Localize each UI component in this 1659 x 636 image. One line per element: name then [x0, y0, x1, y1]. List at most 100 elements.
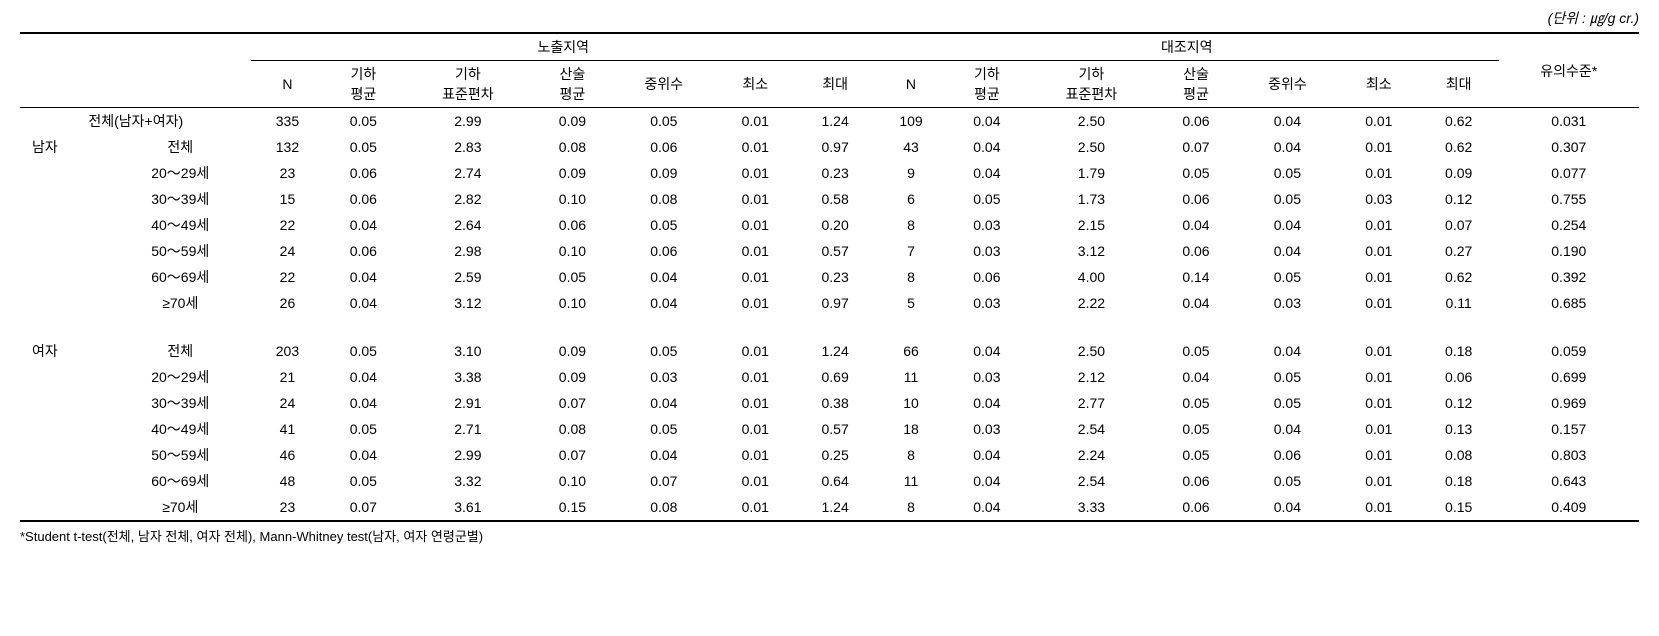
- data-cell: 0.09: [532, 364, 612, 390]
- table-row: 여자전체2030.053.100.090.050.011.24660.042.5…: [20, 338, 1639, 364]
- data-cell: 2.74: [403, 160, 532, 186]
- data-cell: 2.15: [1027, 212, 1156, 238]
- data-cell: 0.01: [715, 416, 795, 442]
- data-cell: 0.27: [1419, 238, 1499, 264]
- data-cell: 0.05: [612, 416, 715, 442]
- data-cell: 0.05: [323, 134, 403, 160]
- data-cell: 0.04: [612, 290, 715, 316]
- data-cell: 0.01: [1339, 416, 1419, 442]
- data-cell: 0.06: [612, 238, 715, 264]
- data-cell: 0.97: [795, 134, 875, 160]
- data-cell: 24: [251, 238, 323, 264]
- data-cell: 0.05: [1156, 442, 1236, 468]
- data-cell: 22: [251, 264, 323, 290]
- data-cell: 0.06: [947, 264, 1027, 290]
- data-cell: 203: [251, 338, 323, 364]
- data-cell: 0.01: [715, 264, 795, 290]
- sig-cell: 0.699: [1499, 364, 1639, 390]
- table-row: [20, 316, 1639, 338]
- data-cell: 0.58: [795, 186, 875, 212]
- data-cell: 0.06: [1156, 186, 1236, 212]
- data-cell: 0.18: [1419, 338, 1499, 364]
- data-cell: 0.07: [532, 442, 612, 468]
- data-cell: 4.00: [1027, 264, 1156, 290]
- table-row: 전체(남자+여자)3350.052.990.090.050.011.241090…: [20, 108, 1639, 135]
- data-cell: 0.97: [795, 290, 875, 316]
- col-g2-2: 기하표준편차: [1027, 61, 1156, 108]
- data-cell: 0.07: [612, 468, 715, 494]
- data-cell: 22: [251, 212, 323, 238]
- row-group-label: 여자: [20, 338, 109, 364]
- data-cell: 0.01: [1339, 134, 1419, 160]
- sig-cell: 0.409: [1499, 494, 1639, 521]
- row-sub-label: 20～29세: [109, 160, 251, 186]
- data-cell: 48: [251, 468, 323, 494]
- data-cell: 0.07: [1419, 212, 1499, 238]
- data-cell: 0.05: [947, 186, 1027, 212]
- data-cell: 8: [875, 442, 947, 468]
- data-cell: 0.06: [1156, 238, 1236, 264]
- data-cell: 8: [875, 212, 947, 238]
- row-group-label: [20, 416, 109, 442]
- data-cell: 8: [875, 494, 947, 521]
- col-g2-6: 최대: [1419, 61, 1499, 108]
- data-cell: 0.01: [1339, 108, 1419, 135]
- data-cell: 2.50: [1027, 134, 1156, 160]
- row-group-label: [20, 212, 109, 238]
- data-cell: 0.20: [795, 212, 875, 238]
- data-cell: 24: [251, 390, 323, 416]
- stub-header: [20, 33, 251, 108]
- data-cell: 0.10: [532, 186, 612, 212]
- data-cell: 0.03: [947, 290, 1027, 316]
- data-cell: 0.03: [612, 364, 715, 390]
- data-cell: 0.05: [612, 108, 715, 135]
- data-cell: 8: [875, 264, 947, 290]
- data-cell: 0.09: [612, 160, 715, 186]
- data-cell: 3.38: [403, 364, 532, 390]
- data-cell: 0.05: [1156, 160, 1236, 186]
- footnote: *Student t-test(전체, 남자 전체, 여자 전체), Mann-…: [20, 526, 1639, 545]
- data-cell: 2.50: [1027, 108, 1156, 135]
- data-cell: 0.06: [1236, 442, 1339, 468]
- sig-cell: 0.157: [1499, 416, 1639, 442]
- data-cell: 0.04: [612, 390, 715, 416]
- data-cell: 1.73: [1027, 186, 1156, 212]
- data-cell: 43: [875, 134, 947, 160]
- row-group-label: [20, 442, 109, 468]
- row-group-label: 남자: [20, 134, 109, 160]
- data-cell: 2.59: [403, 264, 532, 290]
- row-sub-label: 전체: [109, 338, 251, 364]
- data-cell: 1.24: [795, 338, 875, 364]
- row-group-label: [20, 160, 109, 186]
- data-cell: 0.08: [612, 186, 715, 212]
- sig-cell: 0.643: [1499, 468, 1639, 494]
- data-cell: 132: [251, 134, 323, 160]
- data-cell: 0.25: [795, 442, 875, 468]
- data-cell: 2.99: [403, 442, 532, 468]
- table-row: 60～69세220.042.590.050.040.010.2380.064.0…: [20, 264, 1639, 290]
- data-cell: 0.06: [1156, 468, 1236, 494]
- data-cell: 0.05: [323, 468, 403, 494]
- table-row: 30～39세150.062.820.100.080.010.5860.051.7…: [20, 186, 1639, 212]
- data-cell: 0.01: [1339, 338, 1419, 364]
- sig-cell: 0.031: [1499, 108, 1639, 135]
- col-g2-4: 중위수: [1236, 61, 1339, 108]
- data-cell: 0.13: [1419, 416, 1499, 442]
- col-g1-2: 기하표준편차: [403, 61, 532, 108]
- col-g1-5: 최소: [715, 61, 795, 108]
- data-cell: 0.05: [1236, 186, 1339, 212]
- data-cell: 2.22: [1027, 290, 1156, 316]
- data-cell: 0.01: [715, 134, 795, 160]
- row-sub-label: 50～59세: [109, 238, 251, 264]
- row-sub-label: 20～29세: [109, 364, 251, 390]
- data-cell: 0.04: [1236, 134, 1339, 160]
- data-cell: 2.98: [403, 238, 532, 264]
- data-cell: 0.23: [795, 160, 875, 186]
- data-cell: 0.01: [1339, 238, 1419, 264]
- data-cell: 0.04: [323, 442, 403, 468]
- row-sub-label: 40～49세: [109, 416, 251, 442]
- row-group-label: [20, 364, 109, 390]
- data-cell: 0.09: [1419, 160, 1499, 186]
- col-g1-4: 중위수: [612, 61, 715, 108]
- sig-cell: 0.307: [1499, 134, 1639, 160]
